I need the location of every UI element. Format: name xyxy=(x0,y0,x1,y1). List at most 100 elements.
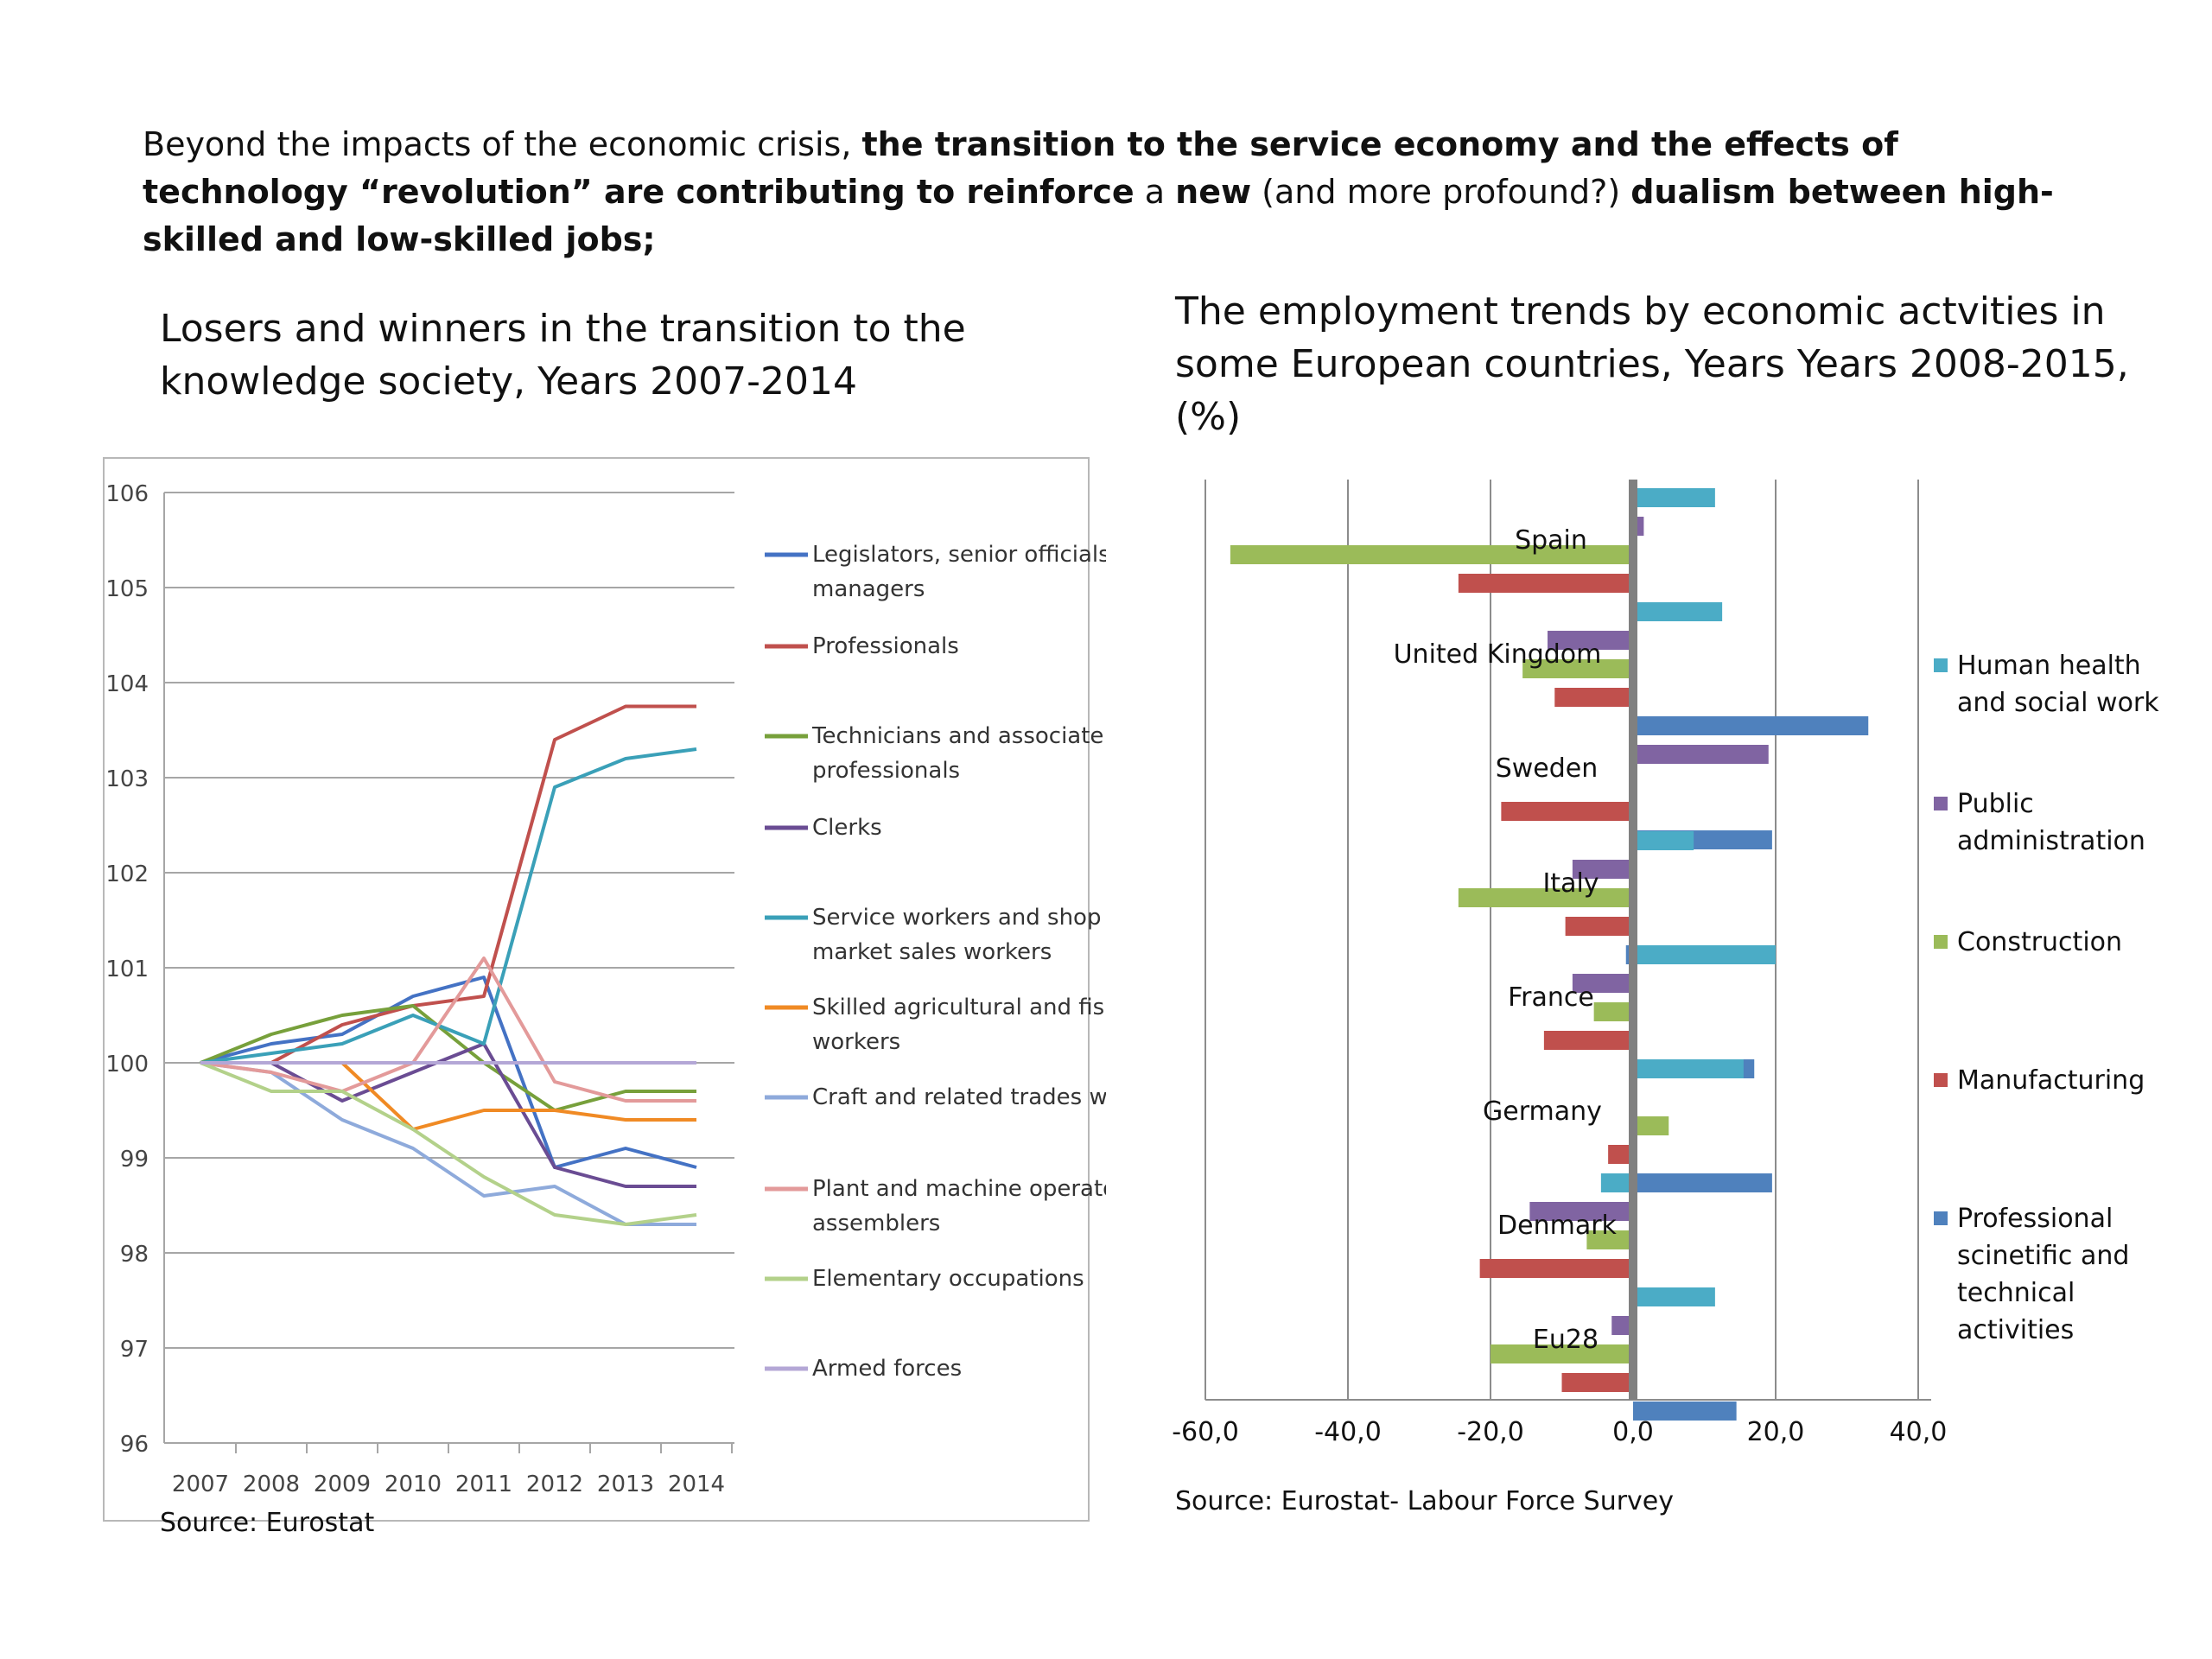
legend-label-line: Clerks xyxy=(812,815,882,841)
bar xyxy=(1608,1145,1633,1164)
legend-swatch xyxy=(1934,797,1948,810)
bar xyxy=(1554,688,1633,707)
legend-label: Manufacturing xyxy=(1957,1065,2145,1096)
legend-label-line: Elementary occupations xyxy=(812,1266,1084,1292)
bar xyxy=(1633,716,1869,735)
legend-swatch xyxy=(1934,1073,1948,1087)
legend-label-line: and social work xyxy=(1957,688,2159,718)
employment-bar-chart: -60,0 -40,0 -20,0 0,0 20,0 40,0 Spain United Ki… xyxy=(1172,480,2159,1447)
bar xyxy=(1522,659,1633,678)
legend-label-line: administration xyxy=(1957,826,2145,856)
bar xyxy=(1572,974,1633,993)
bar xyxy=(1529,1202,1633,1221)
legend-label-line: professionals xyxy=(812,758,960,784)
legend-label-line: Manufacturing xyxy=(1957,1065,2145,1096)
legend-label: Clerks xyxy=(812,815,882,841)
bar xyxy=(1572,860,1633,879)
bar xyxy=(1633,1173,1772,1192)
series-line xyxy=(200,976,697,1169)
y-tick-label: 96 xyxy=(120,1432,149,1458)
y-tick-label: 102 xyxy=(105,861,149,887)
legend-label: Technicians and associate professionals xyxy=(811,723,1103,784)
legend-label: Armed forces xyxy=(812,1356,962,1382)
x-tick-label: -20,0 xyxy=(1457,1417,1524,1447)
legend-label: Human health and social work xyxy=(1957,651,2159,718)
bar xyxy=(1633,745,1769,764)
legend-label: Plant and machine operators and assembler… xyxy=(812,1176,1106,1236)
intro-bold-3: dualism between high-skilled and low-ski… xyxy=(143,173,2054,258)
x-tick-label: 2014 xyxy=(668,1471,725,1497)
legend-swatch xyxy=(1934,658,1948,672)
legend-label: Construction xyxy=(1957,927,2122,957)
category-label: Sweden xyxy=(1496,753,1599,784)
legend-label-line: managers xyxy=(812,576,925,602)
bar xyxy=(1501,802,1633,821)
category-label: France xyxy=(1508,982,1594,1013)
legend-label: Professionals xyxy=(812,633,959,659)
x-tick-label: 0,0 xyxy=(1612,1417,1654,1447)
legend-label-line: workers xyxy=(812,1029,900,1055)
legend-label-line: Construction xyxy=(1957,927,2122,957)
intro-bold-1: the transition to the service economy an… xyxy=(143,125,1898,211)
legend-label-line: activities xyxy=(1957,1315,2074,1345)
y-tick-label: 98 xyxy=(120,1242,149,1268)
y-tick-label: 104 xyxy=(105,671,149,697)
x-tick-label: 2010 xyxy=(385,1471,442,1497)
chart-frame xyxy=(103,457,1090,1522)
legend-label: Legislators, senior officials and manager… xyxy=(812,542,1106,602)
category-label: Denmark xyxy=(1497,1211,1618,1241)
x-tick-label: 2011 xyxy=(455,1471,512,1497)
bar xyxy=(1491,1344,1633,1363)
legend-label: Skilled agricultural and fishery workers xyxy=(812,995,1106,1055)
intro-text-3: (and more profound?) xyxy=(1251,173,1631,211)
bar xyxy=(1561,1373,1633,1392)
legend-label-line: Human health xyxy=(1957,651,2141,681)
y-tick-label: 100 xyxy=(105,1052,149,1077)
x-tick-label: 2009 xyxy=(314,1471,371,1497)
bar xyxy=(1611,1316,1633,1335)
legend-label-line: Legislators, senior officials and xyxy=(812,542,1106,568)
y-tick-label: 105 xyxy=(105,576,149,602)
category-label: Germany xyxy=(1483,1096,1602,1127)
bar xyxy=(1633,831,1694,850)
bar xyxy=(1230,545,1633,564)
x-tick-label: 40,0 xyxy=(1890,1417,1948,1447)
series-line xyxy=(200,747,697,1065)
x-tick-label: -40,0 xyxy=(1314,1417,1382,1447)
left-chart-title: Losers and winners in the transition to … xyxy=(160,307,966,404)
legend-label-line: Public xyxy=(1957,789,2034,819)
legend-label-line: Technicians and associate xyxy=(811,723,1103,749)
y-tick-label: 97 xyxy=(120,1337,149,1363)
left-chart-source: Source: Eurostat xyxy=(160,1508,375,1538)
series-line xyxy=(200,1061,696,1226)
bar xyxy=(1479,1259,1633,1278)
x-tick-label: 2013 xyxy=(597,1471,654,1497)
bar xyxy=(1543,1031,1633,1050)
legend-label: Public administration xyxy=(1957,789,2145,856)
bar xyxy=(1633,945,1776,964)
series-line xyxy=(200,1061,697,1226)
bar xyxy=(1633,602,1723,621)
category-label: Spain xyxy=(1515,525,1587,556)
legend-swatch xyxy=(1934,1211,1948,1225)
bar xyxy=(1600,1173,1633,1192)
y-tick-label: 101 xyxy=(105,957,149,982)
legend-label-line: Professional xyxy=(1957,1204,2113,1234)
series-line xyxy=(200,1042,696,1188)
y-tick-label: 106 xyxy=(105,481,149,507)
intro-bold-2: new xyxy=(1175,173,1252,211)
series-line xyxy=(200,957,696,1103)
legend-label-line: scinetific and xyxy=(1957,1241,2129,1271)
bar xyxy=(1633,1287,1715,1306)
legend-label-line: assemblers xyxy=(812,1211,940,1236)
y-tick-label: 99 xyxy=(120,1147,149,1173)
intro-paragraph: Beyond the impacts of the economic crisi… xyxy=(143,121,2113,264)
x-tick-label: 2007 xyxy=(172,1471,229,1497)
x-tick-label: 2008 xyxy=(243,1471,300,1497)
legend-label-line: Service workers and shop and xyxy=(812,905,1106,931)
legend-label: Elementary occupations xyxy=(812,1266,1084,1292)
x-tick-label: 20,0 xyxy=(1747,1417,1805,1447)
intro-text-2: a xyxy=(1134,173,1176,211)
x-tick-label: 2012 xyxy=(526,1471,583,1497)
bar xyxy=(1633,1059,1744,1078)
